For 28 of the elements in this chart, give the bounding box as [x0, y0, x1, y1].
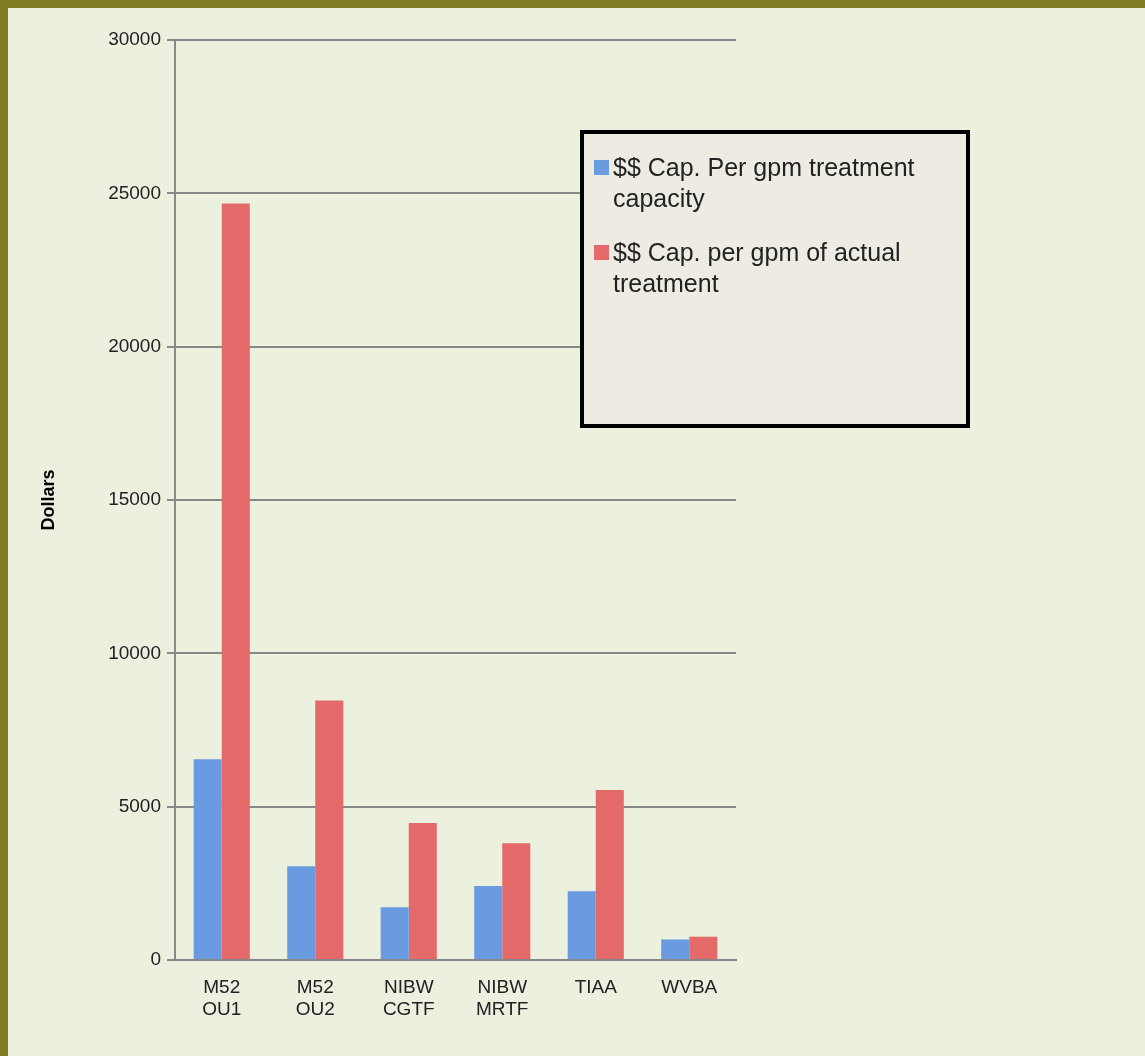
bar — [567, 891, 596, 959]
y-tick-label: 20000 — [108, 334, 161, 356]
legend-label: $$ Cap. per gpm of actual treatment — [613, 236, 902, 299]
bar — [408, 822, 437, 959]
bar — [287, 866, 316, 959]
x-tick-label: M52 OU1 — [202, 975, 242, 1020]
bar — [380, 907, 409, 959]
x-tick-label: M52 OU2 — [295, 975, 335, 1020]
x-tick-label: WVBA — [661, 975, 718, 997]
bar — [661, 939, 690, 959]
x-tick-label: NIBW MRTF — [476, 975, 529, 1020]
bar — [474, 886, 503, 959]
y-tick-label: 15000 — [108, 488, 161, 510]
bar — [689, 936, 718, 959]
bar — [193, 759, 222, 959]
bar — [315, 700, 344, 959]
y-tick-label: 10000 — [108, 641, 161, 663]
bar — [595, 790, 624, 959]
y-tick-label: 5000 — [118, 794, 161, 816]
y-tick-label: 25000 — [108, 181, 161, 203]
y-tick-label: 30000 — [108, 28, 161, 50]
y-axis-title: Dollars — [37, 469, 58, 531]
y-tick-label: 0 — [150, 948, 161, 970]
bar — [221, 203, 250, 959]
x-tick-label: NIBW CGTF — [382, 975, 435, 1020]
bar — [502, 843, 531, 959]
legend-label: $$ Cap. Per gpm treatment capacity — [613, 152, 916, 215]
x-tick-label: TIAA — [574, 975, 618, 997]
